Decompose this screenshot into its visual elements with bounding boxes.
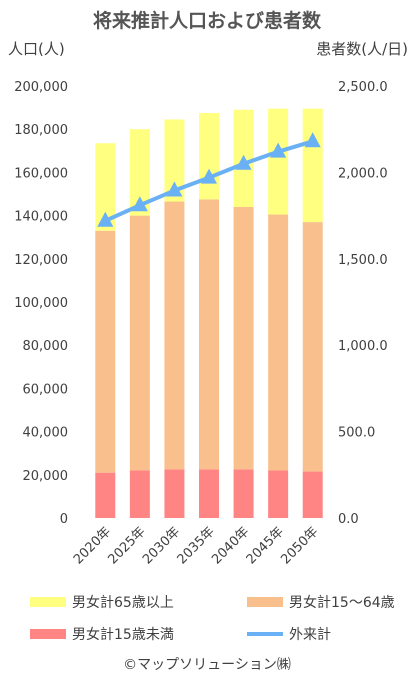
bar-65plus (268, 108, 289, 215)
bar-under15 (199, 469, 219, 518)
x-tick-label: 2045年 (244, 524, 287, 567)
legend-swatch-under15 (30, 629, 66, 639)
outpatient-marker (235, 154, 252, 170)
outpatient-marker (270, 142, 287, 158)
bar-15-64 (164, 201, 185, 470)
outpatient-marker (201, 168, 217, 184)
left-tick-label: 20,000 (23, 469, 69, 484)
right-axis-title: 患者数(人/日) (316, 40, 408, 58)
x-tick-label: 2040年 (209, 524, 252, 567)
bar-under15 (129, 470, 150, 518)
chart-plot: 0 20,000 40,000 60,000 80,000 100,000 120,000 1… (14, 80, 388, 567)
bar-65plus (199, 113, 219, 200)
legend-item-under15: 男女計15歳未満 (30, 624, 174, 644)
bar-under15 (233, 469, 254, 518)
legend-label-65plus: 男女計65歳以上 (72, 595, 174, 611)
legend-swatch-15-64 (247, 597, 283, 607)
copyright-credit: ©マップソリューション㈱ (123, 657, 291, 673)
left-tick-label: 180,000 (14, 123, 68, 138)
legend-item-outpatient: 外来計 (247, 624, 331, 644)
bar-under15 (164, 469, 185, 518)
bar-15-64 (233, 206, 254, 470)
bar-15-64 (129, 215, 150, 471)
legend-label-under15: 男女計15歳未満 (72, 627, 174, 643)
outpatient-marker (97, 211, 114, 227)
left-tick-label: 100,000 (14, 296, 68, 311)
left-tick-label: 80,000 (23, 339, 69, 354)
left-tick-label: 140,000 (14, 210, 68, 225)
x-tick-label: 2050年 (278, 524, 321, 567)
x-tick-label: 2030年 (140, 524, 183, 567)
right-tick-label: 500.0 (338, 426, 375, 441)
bar-65plus (129, 129, 150, 216)
legend-label-15-64: 男女計15〜64歳 (289, 595, 395, 611)
right-tick-label: 1,500.0 (338, 253, 388, 268)
bar-under15 (268, 470, 289, 518)
legend-label-outpatient: 外来計 (289, 627, 331, 643)
outpatient-marker (166, 181, 183, 197)
left-tick-label: 200,000 (14, 80, 68, 95)
outpatient-marker (131, 196, 148, 212)
legend: 男女計65歳以上 男女計15〜64歳 男女計15歳未満 外来計 (0, 588, 414, 648)
bar-15-64 (302, 222, 323, 472)
legend-swatch-65plus (30, 597, 66, 607)
left-tick-label: 40,000 (23, 426, 69, 441)
right-tick-label: 1,000.0 (338, 339, 388, 354)
left-tick-label: 60,000 (23, 382, 69, 397)
bar-under15 (302, 471, 323, 518)
bar-65plus (302, 108, 323, 223)
chart-title: 将来推計人口および患者数 (92, 10, 321, 32)
legend-line-swatch (247, 632, 283, 636)
legend-item-15-64: 男女計15〜64歳 (247, 592, 395, 612)
bar-65plus (164, 119, 185, 202)
x-tick-label: 2025年 (105, 524, 148, 567)
left-axis-title: 人口(人) (8, 40, 65, 58)
outpatient-marker (304, 132, 321, 148)
left-tick-label: 0 (60, 512, 68, 527)
left-tick-label: 120,000 (14, 253, 68, 268)
bar-under15 (95, 472, 116, 518)
bar-65plus (95, 143, 116, 231)
x-tick-label: 2035年 (175, 524, 218, 567)
right-tick-label: 0.0 (338, 512, 359, 527)
legend-item-65plus: 男女計65歳以上 (30, 592, 174, 612)
right-tick-label: 2,000.0 (338, 166, 388, 181)
right-tick-label: 2,500.0 (338, 80, 388, 95)
bar-15-64 (95, 230, 116, 473)
bar-15-64 (268, 214, 289, 471)
x-tick-label: 2020年 (71, 524, 114, 567)
bar-15-64 (199, 199, 219, 470)
left-tick-label: 160,000 (14, 166, 68, 181)
